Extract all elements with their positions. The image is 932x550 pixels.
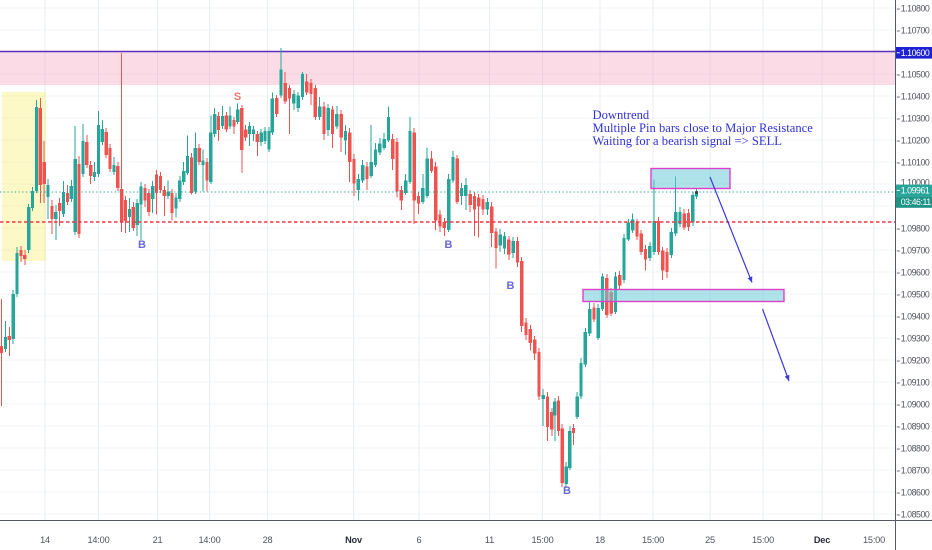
svg-text:B: B	[138, 239, 146, 251]
svg-text:1.08700: 1.08700	[901, 466, 930, 476]
svg-text:1.10600: 1.10600	[901, 48, 930, 58]
svg-text:1.10500: 1.10500	[901, 70, 930, 80]
svg-text:1.09700: 1.09700	[901, 246, 930, 256]
svg-text:1.09500: 1.09500	[901, 290, 930, 300]
svg-text:Multiple Pin bars close to Maj: Multiple Pin bars close to Major Resista…	[593, 121, 814, 135]
svg-text:Nov: Nov	[345, 535, 363, 545]
svg-text:14: 14	[40, 535, 50, 545]
svg-text:1.10800: 1.10800	[901, 4, 930, 14]
svg-text:1.10700: 1.10700	[901, 26, 930, 36]
svg-text:1.09000: 1.09000	[901, 400, 930, 410]
svg-text:1.10100: 1.10100	[901, 158, 930, 168]
svg-text:1.09600: 1.09600	[901, 268, 930, 278]
svg-text:15:00: 15:00	[752, 535, 774, 545]
svg-text:14:00: 14:00	[199, 535, 221, 545]
svg-text:11: 11	[485, 535, 494, 545]
svg-text:S: S	[234, 91, 241, 103]
svg-text:15:00: 15:00	[532, 535, 554, 545]
svg-text:Waiting for a bearish signal =: Waiting for a bearish signal => SELL	[593, 134, 782, 148]
svg-text:1.09200: 1.09200	[901, 356, 930, 366]
svg-text:6: 6	[417, 535, 422, 545]
svg-text:15:00: 15:00	[642, 535, 664, 545]
svg-text:Dec: Dec	[814, 535, 830, 545]
svg-text:B: B	[563, 485, 571, 497]
svg-text:1.08600: 1.08600	[901, 488, 930, 498]
svg-text:15:00: 15:00	[863, 535, 885, 545]
svg-text:14:00: 14:00	[88, 535, 110, 545]
svg-text:1.10200: 1.10200	[901, 136, 930, 146]
svg-text:B: B	[445, 239, 453, 251]
svg-text:Downtrend: Downtrend	[593, 108, 650, 122]
svg-text:1.09100: 1.09100	[901, 378, 930, 388]
svg-text:1.09961: 1.09961	[901, 186, 930, 196]
svg-text:1.09800: 1.09800	[901, 224, 930, 234]
svg-text:1.09400: 1.09400	[901, 312, 930, 322]
svg-text:03:46:11: 03:46:11	[901, 197, 932, 207]
svg-text:1.08900: 1.08900	[901, 422, 930, 432]
svg-text:21: 21	[153, 535, 163, 545]
svg-text:1.10300: 1.10300	[901, 114, 930, 124]
svg-text:25: 25	[705, 535, 715, 545]
svg-text:18: 18	[595, 535, 605, 545]
svg-text:28: 28	[263, 535, 273, 545]
svg-text:1.08500: 1.08500	[901, 510, 930, 520]
svg-text:B: B	[507, 280, 515, 292]
svg-text:1.10000: 1.10000	[901, 177, 930, 187]
svg-text:1.08800: 1.08800	[901, 444, 930, 454]
svg-text:1.09300: 1.09300	[901, 334, 930, 344]
svg-text:1.10400: 1.10400	[901, 92, 930, 102]
